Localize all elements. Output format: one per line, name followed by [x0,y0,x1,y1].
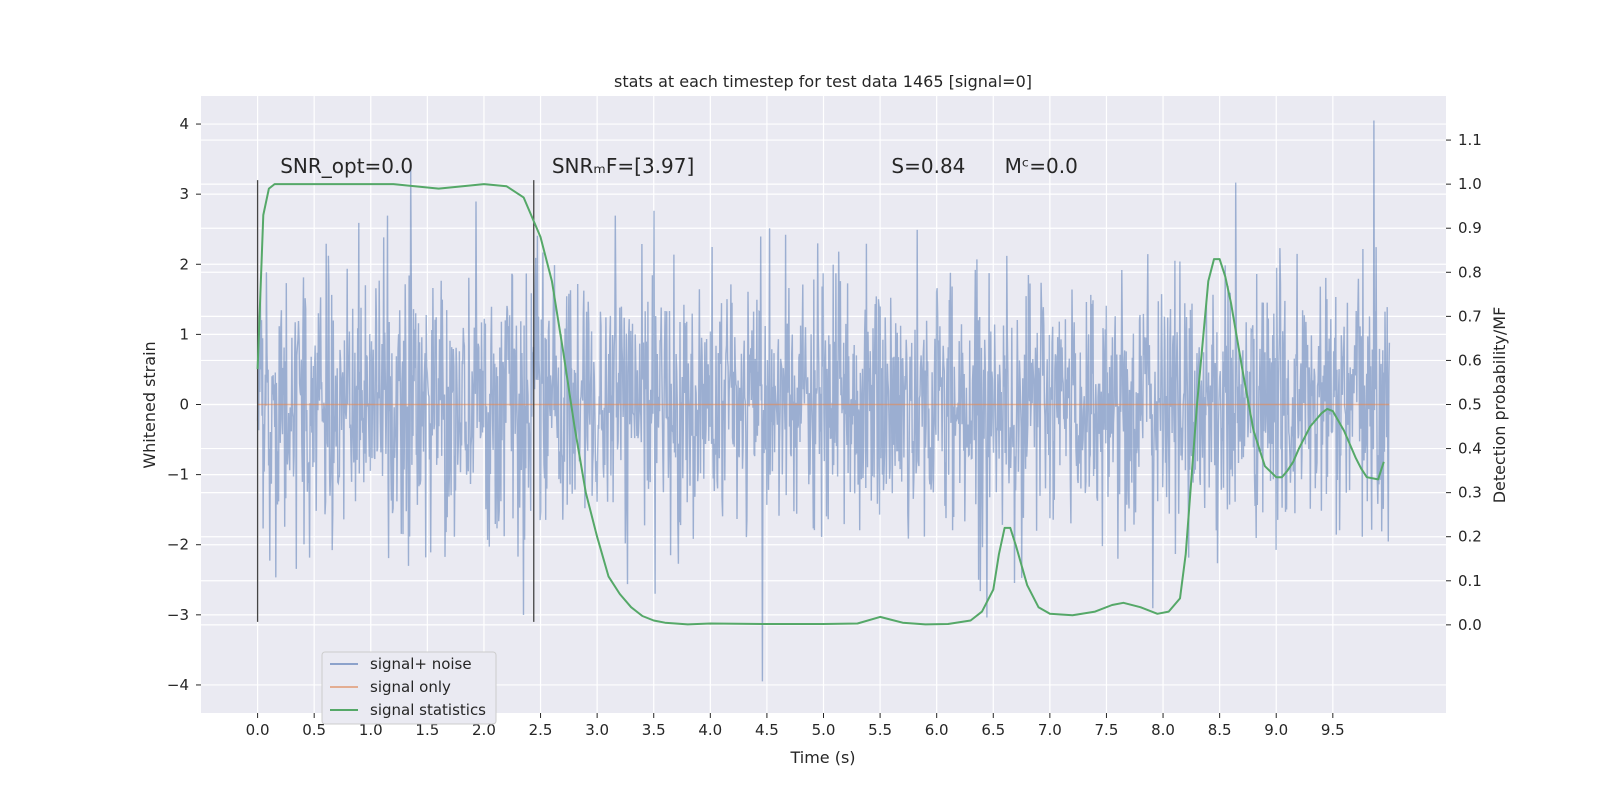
x-tick-label-8: 4.0 [698,721,722,739]
x-tick-label-9: 4.5 [755,721,779,739]
y-right-tick-label-5: 0.6 [1458,351,1482,369]
signal-statistics-line [256,183,1385,626]
y-axis-right: 1.1 1.0 0.9 0.8 0.7 0.6 0.5 0.4 0.3 0.2 0.1 0.0 [1446,131,1482,634]
y-right-tick-label-7: 0.4 [1458,440,1482,458]
x-tick-label-3: 1.5 [415,721,439,739]
y-axis-left: 4 3 2 1 0 −1 −2 −3 −4 [167,115,201,694]
x-tick-label-17: 8.5 [1208,721,1232,739]
y-axis-right-label: Detection probability/MF [1490,307,1509,504]
annotation-s-value: S=0.84 [891,154,965,178]
x-tick-label-6: 3.0 [585,721,609,739]
x-tick-label-14: 7.0 [1038,721,1062,739]
x-tick-label-10: 5.0 [812,721,836,739]
x-tick-label-19: 9.5 [1321,721,1345,739]
annotation-snr-mf: SNRₘF=[3.97] [552,154,694,178]
x-tick-label-2: 1.0 [359,721,383,739]
y-right-tick-label-1: 1.0 [1458,175,1482,193]
annotations: SNR_opt=0.0 SNRₘF=[3.97] S=0.84 Mᶜ=0.0 [280,154,1078,178]
legend-box [321,651,497,725]
signal-statistics-series [256,183,1385,626]
y-right-tick-label-0: 1.1 [1458,131,1482,149]
y-tick-label-2: 2 [179,255,189,273]
legend-label-signal-statistics: signal statistics [370,701,486,719]
annotation-snr-opt: SNR_opt=0.0 [280,154,413,178]
legend-label-signal-only: signal only [370,678,451,696]
y-tick-label-4: 0 [179,396,189,414]
vertical-markers [256,180,535,622]
legend: signal+ noise signal only signal statist… [321,651,497,725]
y-right-tick-label-10: 0.1 [1458,572,1482,590]
y-right-tick-label-11: 0.0 [1458,616,1482,634]
y-tick-label-0: 4 [179,115,189,133]
x-tick-label-7: 3.5 [642,721,666,739]
x-tick-label-15: 7.5 [1095,721,1119,739]
y-right-tick-label-2: 0.9 [1458,219,1482,237]
y-tick-label-3: 1 [179,325,189,343]
y-axis-label: Whitened strain [140,341,159,468]
y-right-tick-label-9: 0.2 [1458,528,1482,546]
y-right-tick-label-3: 0.8 [1458,263,1482,281]
y-right-tick-label-8: 0.3 [1458,484,1482,502]
y-tick-label-7: −3 [167,606,189,624]
signal-noise-line [256,120,1391,682]
x-tick-label-11: 5.5 [868,721,892,739]
x-tick-label-5: 2.5 [529,721,553,739]
y-right-tick-label-6: 0.5 [1458,396,1482,414]
y-tick-label-5: −1 [167,466,189,484]
x-tick-label-16: 8.0 [1151,721,1175,739]
x-tick-label-13: 6.5 [981,721,1005,739]
annotation-mc-value: Mᶜ=0.0 [1005,154,1078,178]
y-tick-label-1: 3 [179,185,189,203]
legend-label-signal-noise: signal+ noise [370,655,472,673]
signal-noise-series [256,120,1391,682]
x-tick-label-4: 2.0 [472,721,496,739]
x-tick-label-18: 9.0 [1264,721,1288,739]
y-tick-label-6: −2 [167,536,189,554]
x-tick-label-0: 0.0 [246,721,270,739]
x-axis-label: Time (s) [789,748,855,767]
x-axis: 0.0 0.5 1.0 1.5 2.0 2.5 3.0 3.5 4.0 4.5 5.0 5.5 6.0 6… [246,713,1345,739]
y-right-tick-label-4: 0.7 [1458,307,1482,325]
x-tick-label-1: 0.5 [302,721,326,739]
y-tick-label-8: −4 [167,676,189,694]
chart-title: stats at each timestep for test data 146… [614,72,1032,91]
x-tick-label-12: 6.0 [925,721,949,739]
